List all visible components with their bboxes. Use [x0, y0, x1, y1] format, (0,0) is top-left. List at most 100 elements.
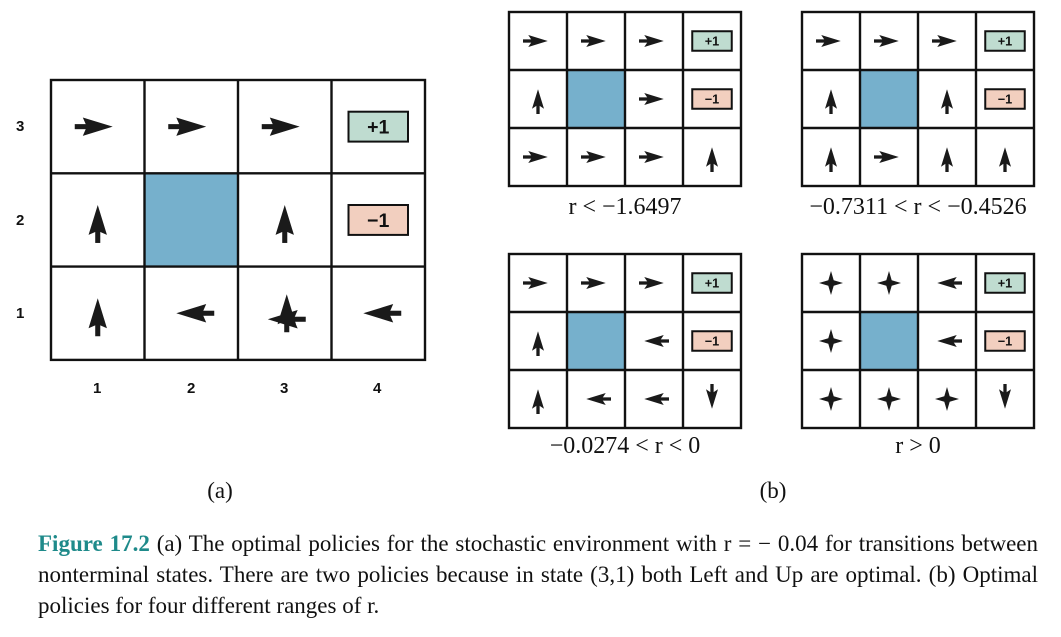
- grid-b3-cell-r2c4: −1: [691, 330, 733, 352]
- reward-minus-badge: −1: [984, 88, 1026, 110]
- grid-b3-cell-r2c1: [532, 331, 544, 356]
- grid-b3-cell-r1c4: +1: [691, 272, 733, 294]
- right-arrow-icon: [639, 93, 664, 105]
- up-arrow-icon: [277, 294, 296, 333]
- subfigure-label-a: (a): [207, 478, 233, 503]
- up-arrow-icon: [825, 147, 837, 172]
- reward-minus-badge: −1: [347, 204, 409, 236]
- right-arrow-icon: [874, 151, 899, 163]
- grid-b4-cell-r1c1: [819, 271, 843, 295]
- grid-b3-cell-r1c3: [639, 277, 664, 289]
- grid-a-cell-r3c4: [363, 304, 402, 323]
- grid-b3-cell-r2c3: [644, 335, 669, 347]
- col-label-1: 1: [93, 380, 102, 397]
- figure-number: Figure 17.2: [38, 531, 150, 556]
- policy-grid-b4: +1 −1: [800, 252, 1036, 430]
- all-directions-icon: [819, 387, 843, 411]
- grid-b1-cell-r1c4: +1: [691, 30, 733, 52]
- grid-b1-cell-r2c1: [532, 89, 544, 114]
- policy-grid-b3: +1 −1: [507, 252, 743, 430]
- caption-text: (a) The optimal policies for the stochas…: [38, 531, 1038, 618]
- up-arrow-icon: [88, 204, 107, 243]
- left-arrow-icon: [586, 393, 611, 405]
- left-arrow-icon: [937, 277, 962, 289]
- reward-plus-badge: +1: [984, 30, 1026, 52]
- grid-a-cell-r3c2: [176, 304, 215, 323]
- all-directions-icon: [819, 271, 843, 295]
- grid-b3-cell-r1c1: [523, 277, 548, 289]
- svg-text:+1: +1: [998, 34, 1013, 49]
- grid-b1-cell-r3c1: [523, 151, 548, 163]
- reward-plus-badge: +1: [691, 30, 733, 52]
- svg-text:+1: +1: [998, 276, 1013, 291]
- grid-a-cell-r1c2: [168, 117, 207, 136]
- grid-b1-cell-r3c2: [581, 151, 606, 163]
- range-label-4: r > 0: [895, 433, 941, 459]
- grid-b1-cell-r3c4: [706, 147, 718, 172]
- grid-a-cell-r2c2: [144, 173, 238, 267]
- col-label-4: 4: [373, 380, 382, 397]
- policy-grid-a: +1 −1: [49, 78, 427, 362]
- svg-text:−1: −1: [367, 210, 389, 232]
- up-arrow-icon: [825, 89, 837, 114]
- wall-block: [860, 70, 918, 128]
- all-directions-icon: [935, 387, 959, 411]
- svg-text:−1: −1: [998, 334, 1013, 349]
- up-arrow-icon: [532, 389, 544, 414]
- row-label-3: 3: [16, 118, 25, 135]
- grid-a-cell-r3c3: [267, 294, 306, 333]
- col-label-2: 2: [187, 380, 196, 397]
- svg-text:−1: −1: [705, 334, 720, 349]
- grid-b1-cell-r2c2: [567, 70, 625, 128]
- wall-block: [860, 312, 918, 370]
- grid-a-cell-r2c3: [275, 204, 294, 243]
- up-arrow-icon: [941, 89, 953, 114]
- grid-b3-cell-r1c2: [581, 277, 606, 289]
- up-arrow-icon: [706, 147, 718, 172]
- reward-minus-badge: −1: [691, 330, 733, 352]
- range-label-3: −0.0274 < r < 0: [549, 433, 701, 459]
- grid-a-cell-r3c1: [88, 298, 107, 337]
- grid-b3-cell-r3c4: [706, 384, 718, 409]
- right-arrow-icon: [261, 117, 300, 136]
- grid-b3-cell-r3c2: [586, 393, 611, 405]
- up-arrow-icon: [532, 331, 544, 356]
- right-arrow-icon: [168, 117, 207, 136]
- grid-b2-cell-r1c4: +1: [984, 30, 1026, 52]
- grid-b4-cell-r3c1: [819, 387, 843, 411]
- grid-a-cell-r2c4: −1: [347, 204, 409, 236]
- range-label-2: −0.7311 < r < −0.4526: [809, 194, 1027, 220]
- up-arrow-icon: [999, 147, 1011, 172]
- grid-b1-cell-r3c3: [639, 151, 664, 163]
- reward-minus-badge: −1: [984, 330, 1026, 352]
- grid-b2-cell-r2c3: [941, 89, 953, 114]
- right-arrow-icon: [523, 277, 548, 289]
- row-label-2: 2: [16, 212, 25, 229]
- down-arrow-icon: [999, 384, 1011, 409]
- up-arrow-icon: [275, 204, 294, 243]
- grid-b2-cell-r3c2: [874, 151, 899, 163]
- right-arrow-icon: [74, 117, 113, 136]
- grid-a-cell-r2c1: [88, 204, 107, 243]
- grid-b4-cell-r1c4: +1: [984, 272, 1026, 294]
- reward-minus-badge: −1: [691, 88, 733, 110]
- grid-b2-cell-r2c1: [825, 89, 837, 114]
- grid-a-cell-r1c3: [261, 117, 300, 136]
- grid-b4-cell-r2c2: [860, 312, 918, 370]
- reward-plus-badge: +1: [347, 110, 409, 143]
- grid-b2-cell-r1c3: [932, 35, 957, 47]
- col-label-3: 3: [280, 380, 289, 397]
- grid-b2-cell-r2c2: [860, 70, 918, 128]
- down-arrow-icon: [706, 384, 718, 409]
- wall-block: [567, 70, 625, 128]
- svg-text:+1: +1: [705, 34, 720, 49]
- grid-b1-cell-r2c4: −1: [691, 88, 733, 110]
- up-arrow-icon: [532, 89, 544, 114]
- right-arrow-icon: [639, 151, 664, 163]
- grid-b2-cell-r3c4: [999, 147, 1011, 172]
- policy-grid-b2: +1 −1: [800, 10, 1036, 188]
- left-arrow-icon: [363, 304, 402, 323]
- left-arrow-icon: [176, 304, 215, 323]
- grid-b2-cell-r1c2: [874, 35, 899, 47]
- left-arrow-icon: [937, 335, 962, 347]
